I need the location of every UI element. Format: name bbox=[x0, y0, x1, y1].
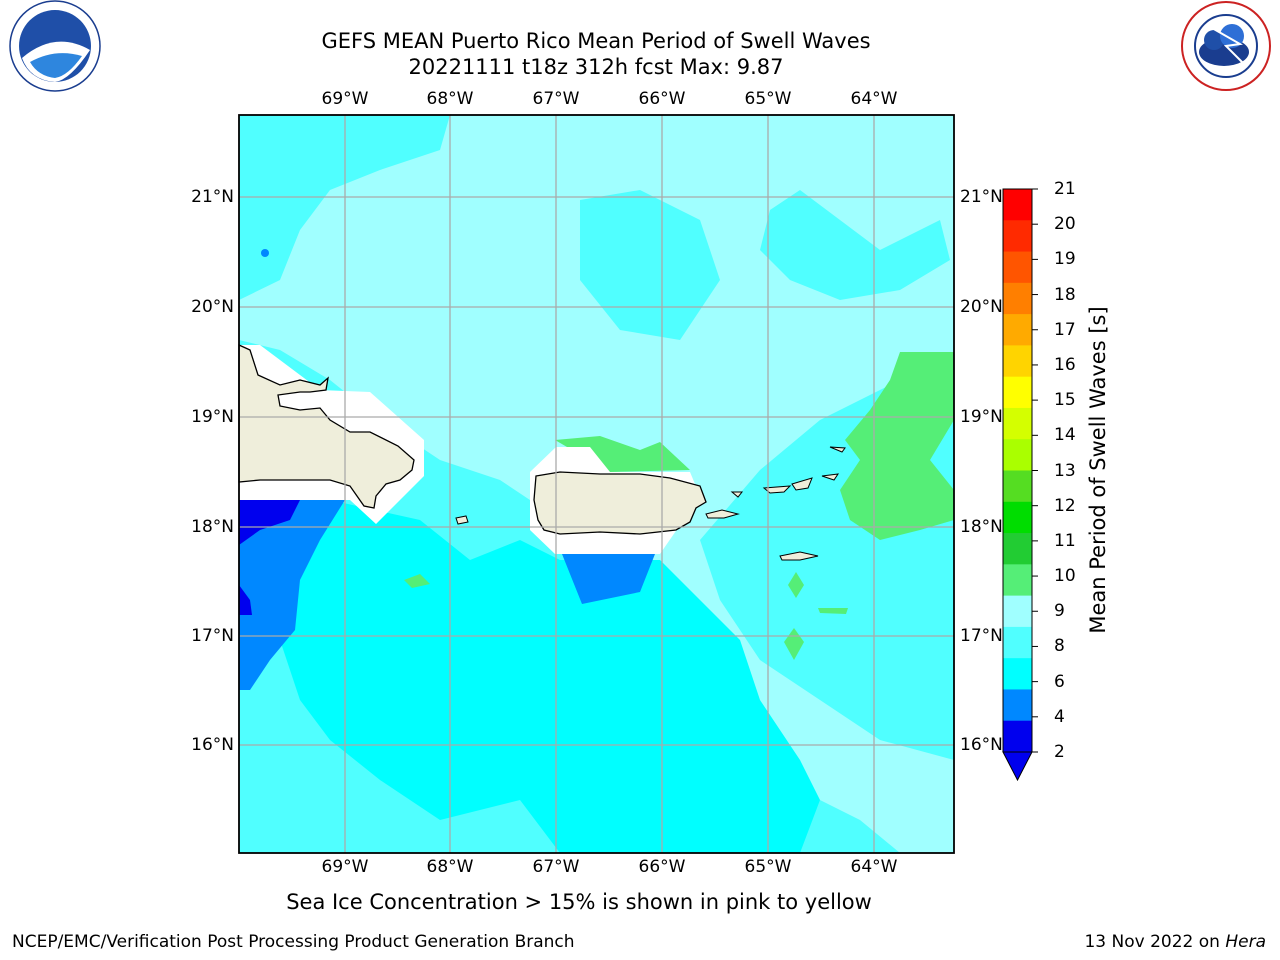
colorbar-label: Mean Period of Swell Waves [s] bbox=[1086, 306, 1110, 634]
lon-label-bottom: 68°W bbox=[426, 857, 474, 877]
colorbar-tick-label: 6 bbox=[1054, 671, 1065, 692]
lat-label-right: 18°N bbox=[960, 517, 1003, 537]
colorbar-swatch bbox=[1003, 501, 1032, 534]
colorbar-swatch bbox=[1003, 439, 1032, 471]
lat-label-right: 16°N bbox=[960, 735, 1003, 755]
colorbar-tick-label: 17 bbox=[1054, 319, 1076, 340]
colorbar-swatch bbox=[1003, 251, 1032, 284]
colorbar-swatch bbox=[1003, 220, 1032, 253]
lat-label-left: 18°N bbox=[191, 517, 234, 537]
colorbar-extend-arrow bbox=[1002, 751, 1033, 782]
st-croix bbox=[779, 551, 819, 561]
lon-label-top: 64°W bbox=[850, 89, 898, 109]
colorbar-tick-label: 15 bbox=[1054, 390, 1076, 411]
lat-label-right: 20°N bbox=[960, 297, 1003, 317]
hispaniola bbox=[238, 343, 415, 509]
colorbar-swatch bbox=[1003, 658, 1032, 690]
colorbar-tick-label: 18 bbox=[1054, 284, 1076, 305]
footer-credit: NCEP/EMC/Verification Post Processing Pr… bbox=[12, 932, 575, 952]
lon-label-bottom: 66°W bbox=[638, 857, 686, 877]
colorbar-swatch bbox=[1003, 189, 1032, 221]
colorbar-tick-label: 20 bbox=[1054, 214, 1076, 235]
colorbar-swatch bbox=[1003, 314, 1032, 346]
sea-4-6 bbox=[280, 500, 820, 853]
lat-label-left: 19°N bbox=[191, 407, 234, 427]
sea-9-10 bbox=[404, 574, 430, 588]
chart-subtitle: 20221111 t18z 312h fcst Max: 9.87 bbox=[408, 55, 784, 79]
sea-below-2 bbox=[239, 585, 252, 615]
map-plot bbox=[238, 114, 955, 854]
colorbar-tick-label: 2 bbox=[1054, 742, 1065, 762]
colorbar bbox=[1002, 188, 1038, 782]
lat-label-right: 17°N bbox=[960, 626, 1003, 646]
noaa-logo bbox=[9, 0, 101, 92]
lon-label-top: 69°W bbox=[321, 89, 369, 109]
colorbar-swatch bbox=[1003, 595, 1032, 628]
lon-label-top: 65°W bbox=[744, 89, 792, 109]
lat-label-right: 21°N bbox=[960, 187, 1003, 207]
colorbar-swatch bbox=[1003, 626, 1032, 659]
colorbar-tick-label: 12 bbox=[1054, 495, 1076, 516]
nws-logo bbox=[1181, 1, 1271, 91]
lon-label-top: 68°W bbox=[426, 89, 474, 109]
lon-label-top: 67°W bbox=[532, 89, 580, 109]
gridlines bbox=[239, 115, 954, 853]
footer-host: Hera bbox=[1225, 932, 1266, 952]
colorbar-swatch bbox=[1003, 689, 1032, 722]
tortola bbox=[791, 477, 813, 491]
sea-2-4 bbox=[562, 554, 655, 604]
sea-9-10 bbox=[818, 608, 848, 614]
colorbar-tick-label: 10 bbox=[1054, 566, 1076, 587]
sea-2-4 bbox=[239, 500, 345, 690]
colorbar-swatch bbox=[1003, 376, 1032, 409]
colorbar-tick-label: 19 bbox=[1054, 249, 1076, 270]
colorbar-swatch bbox=[1003, 345, 1032, 378]
colorbar-tick-label: 4 bbox=[1054, 706, 1065, 727]
colorbar-tick-label: 13 bbox=[1054, 460, 1076, 481]
sea-9-10 bbox=[555, 436, 690, 472]
sea-6-8-patch bbox=[760, 190, 950, 300]
lon-label-bottom: 67°W bbox=[532, 857, 580, 877]
colorbar-swatch bbox=[1003, 407, 1032, 440]
lat-label-right: 19°N bbox=[960, 407, 1003, 427]
colorbar-swatch bbox=[1003, 470, 1032, 503]
colorbar-tick-label: 8 bbox=[1054, 636, 1065, 657]
map-frame bbox=[238, 114, 955, 854]
lon-label-bottom: 65°W bbox=[744, 857, 792, 877]
virgin-gorda bbox=[821, 473, 840, 481]
sea-6-8-patch bbox=[239, 115, 450, 300]
puerto-rico bbox=[533, 471, 707, 535]
footer-date-text: 13 Nov 2022 on bbox=[1084, 932, 1226, 952]
colorbar-tick-label: 21 bbox=[1054, 179, 1076, 199]
vieques bbox=[705, 509, 740, 519]
sea-9-10 bbox=[840, 352, 954, 540]
lon-label-bottom: 69°W bbox=[321, 857, 369, 877]
lon-label-top: 66°W bbox=[638, 89, 686, 109]
colorbar-tick-label: 11 bbox=[1054, 530, 1076, 551]
sea-9-10 bbox=[788, 572, 804, 598]
footer-date: 13 Nov 2022 on Hera bbox=[1084, 932, 1266, 952]
lat-label-left: 17°N bbox=[191, 626, 234, 646]
colorbar-swatch bbox=[1003, 564, 1032, 597]
lat-label-left: 21°N bbox=[191, 187, 234, 207]
sea-6-8-patch bbox=[580, 190, 720, 340]
colorbar-swatch bbox=[1003, 282, 1032, 315]
colorbar-tick-label: 16 bbox=[1054, 354, 1076, 375]
colorbar-tick-label: 14 bbox=[1054, 425, 1076, 446]
sea-ice-note: Sea Ice Concentration > 15% is shown in … bbox=[286, 890, 872, 914]
lon-label-bottom: 64°W bbox=[850, 857, 898, 877]
anegada bbox=[829, 446, 846, 453]
lat-label-left: 20°N bbox=[191, 297, 234, 317]
sea-below-2 bbox=[239, 500, 300, 545]
mona-island bbox=[455, 515, 469, 525]
lat-label-left: 16°N bbox=[191, 735, 234, 755]
colorbar-swatch bbox=[1003, 533, 1032, 565]
colorbar-tick-label: 9 bbox=[1054, 601, 1065, 622]
chart-title: GEFS MEAN Puerto Rico Mean Period of Swe… bbox=[321, 29, 871, 53]
colorbar-swatch bbox=[1003, 720, 1032, 753]
